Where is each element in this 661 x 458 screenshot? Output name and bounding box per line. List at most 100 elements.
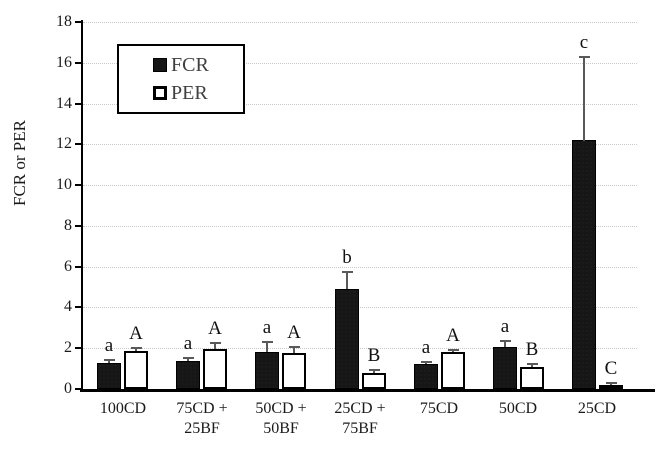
y-tick-label: 14 xyxy=(56,95,72,112)
error-bar-cap xyxy=(527,363,538,365)
sig-letter: B xyxy=(367,345,381,366)
x-tick-label-line: 25CD + xyxy=(334,400,386,417)
x-tick-label: 25CD + 75BF xyxy=(317,399,403,439)
y-axis-title: FCR or PER xyxy=(10,120,29,206)
y-tick-mark xyxy=(75,225,83,227)
y-tick-label: 6 xyxy=(64,258,72,275)
y-tick-mark xyxy=(75,388,83,390)
error-bar-stem xyxy=(504,341,506,347)
gridline xyxy=(83,104,637,106)
fcr-bar xyxy=(97,363,121,389)
gridline xyxy=(83,63,637,65)
error-bar-stem xyxy=(610,383,612,385)
fcr-bar xyxy=(572,140,596,389)
y-tick-label: 0 xyxy=(64,380,72,397)
legend-item-per: PER xyxy=(153,83,243,103)
sig-letter: a xyxy=(421,337,431,358)
error-bar-cap xyxy=(104,359,115,361)
fcr-bar xyxy=(176,361,200,389)
gridline xyxy=(83,22,637,24)
error-bar-cap xyxy=(421,361,432,363)
gridline xyxy=(83,226,637,228)
sig-letter: A xyxy=(446,325,460,346)
x-axis-line xyxy=(80,389,655,392)
x-tick-label-line: 50BF xyxy=(263,420,299,437)
sig-letter: c xyxy=(579,32,589,53)
y-tick-mark xyxy=(75,306,83,308)
y-tick-label: 12 xyxy=(56,135,72,152)
sig-letter: A xyxy=(287,322,301,343)
y-tick-label: 16 xyxy=(56,54,72,71)
per-bar xyxy=(282,353,306,389)
sig-letter: A xyxy=(208,318,222,339)
x-tick-label-line: 75CD + xyxy=(176,400,228,417)
error-bar-stem xyxy=(346,272,348,289)
y-tick-mark xyxy=(75,143,83,145)
error-bar-stem xyxy=(583,57,585,141)
error-bar-cap xyxy=(289,346,300,348)
sig-letter: a xyxy=(104,335,114,356)
error-bar-stem xyxy=(452,350,454,352)
legend-label-fcr: FCR xyxy=(171,53,209,76)
y-tick-mark xyxy=(75,21,83,23)
x-tick-label-line: 25CD xyxy=(577,400,617,417)
y-axis-line xyxy=(81,20,83,389)
error-bar-cap xyxy=(262,341,273,343)
y-tick-label: 2 xyxy=(64,339,72,356)
y-tick-mark xyxy=(75,62,83,64)
fcr-bar xyxy=(255,352,279,389)
error-bar-stem xyxy=(531,364,533,367)
error-bar-stem xyxy=(373,370,375,373)
y-tick-mark xyxy=(75,103,83,105)
error-bar-cap xyxy=(210,342,221,344)
y-tick-mark xyxy=(75,347,83,349)
sig-letter: a xyxy=(183,333,193,354)
sig-letter: a xyxy=(262,317,272,338)
error-bar-cap xyxy=(342,271,353,273)
legend: FCR PER xyxy=(117,44,245,114)
y-tick-label: 18 xyxy=(56,13,72,30)
per-swatch-icon xyxy=(153,86,167,101)
x-tick-label: 75CD + 25BF xyxy=(159,399,245,439)
y-tick-label: 10 xyxy=(56,176,72,193)
error-bar-stem xyxy=(187,358,189,361)
x-tick-label: 25CD xyxy=(554,399,640,419)
legend-item-fcr: FCR xyxy=(153,55,243,75)
gridline xyxy=(83,307,637,309)
per-bar xyxy=(599,385,623,389)
error-bar-cap xyxy=(579,56,590,58)
error-bar-stem xyxy=(293,347,295,353)
error-bar-cap xyxy=(183,357,194,359)
x-tick-label-line: 75CD xyxy=(419,400,459,417)
sig-letter: b xyxy=(342,247,352,268)
gridline xyxy=(83,267,637,269)
error-bar-cap xyxy=(500,340,511,342)
y-tick-label: 8 xyxy=(64,217,72,234)
error-bar-stem xyxy=(135,348,137,351)
sig-letter: B xyxy=(525,339,539,360)
gridline xyxy=(83,144,637,146)
per-bar xyxy=(520,367,544,389)
x-tick-label-line: 100CD xyxy=(99,400,147,417)
x-tick-label-line: 50CD xyxy=(498,400,538,417)
y-tick-mark xyxy=(75,184,83,186)
x-tick-label: 50CD + 50BF xyxy=(238,399,324,439)
gridline xyxy=(83,348,637,350)
x-tick-label: 75CD xyxy=(396,399,482,419)
error-bar-stem xyxy=(266,342,268,352)
fcr-swatch-icon xyxy=(153,57,167,72)
sig-letter: a xyxy=(500,316,510,337)
per-bar xyxy=(203,349,227,389)
error-bar-stem xyxy=(108,360,110,363)
gridline xyxy=(83,185,637,187)
error-bar-cap xyxy=(369,369,380,371)
error-bar-stem xyxy=(425,362,427,364)
x-tick-label: 50CD xyxy=(475,399,561,419)
fcr-bar xyxy=(335,289,359,389)
x-tick-label-line: 25BF xyxy=(184,420,220,437)
x-tick-label: 100CD xyxy=(80,399,166,419)
fcr-bar xyxy=(414,364,438,389)
y-tick-mark xyxy=(75,266,83,268)
legend-label-per: PER xyxy=(171,82,208,105)
